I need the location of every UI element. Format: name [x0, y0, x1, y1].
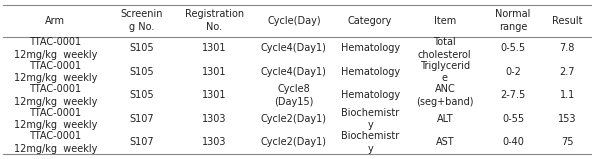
Text: Cycle2(Day1): Cycle2(Day1) — [261, 114, 327, 124]
Text: Category: Category — [348, 16, 392, 26]
Text: Screenin
g No.: Screenin g No. — [120, 10, 163, 32]
Text: Hematology: Hematology — [340, 90, 400, 100]
Text: 1303: 1303 — [202, 138, 226, 147]
Text: TTAC-0001
12mg/kg  weekly: TTAC-0001 12mg/kg weekly — [14, 108, 97, 130]
Text: Cycle4(Day1): Cycle4(Day1) — [261, 43, 327, 53]
Text: Biochemistr
y: Biochemistr y — [341, 131, 399, 154]
Text: 1301: 1301 — [202, 43, 226, 53]
Text: Cycle8
(Day15): Cycle8 (Day15) — [274, 84, 314, 107]
Text: Cycle2(Day1): Cycle2(Day1) — [261, 138, 327, 147]
Text: Arm: Arm — [45, 16, 65, 26]
Text: S107: S107 — [129, 114, 154, 124]
Text: TTAC-0001
12mg/kg  weekly: TTAC-0001 12mg/kg weekly — [14, 61, 97, 83]
Text: Result: Result — [552, 16, 583, 26]
Text: S107: S107 — [129, 138, 154, 147]
Text: 7.8: 7.8 — [560, 43, 575, 53]
Text: ANC
(seg+band): ANC (seg+band) — [416, 84, 473, 107]
Text: Hematology: Hematology — [340, 43, 400, 53]
Text: 0-55: 0-55 — [502, 114, 525, 124]
Text: Hematology: Hematology — [340, 67, 400, 77]
Text: S105: S105 — [129, 43, 154, 53]
Text: AST: AST — [435, 138, 454, 147]
Text: 2.7: 2.7 — [560, 67, 575, 77]
Text: 2-7.5: 2-7.5 — [501, 90, 526, 100]
Text: Cycle4(Day1): Cycle4(Day1) — [261, 67, 327, 77]
Text: TTAC-0001
12mg/kg  weekly: TTAC-0001 12mg/kg weekly — [14, 84, 97, 107]
Text: S105: S105 — [129, 90, 154, 100]
Text: Biochemistr
y: Biochemistr y — [341, 108, 399, 130]
Text: Item: Item — [434, 16, 456, 26]
Text: 1301: 1301 — [202, 67, 226, 77]
Text: 75: 75 — [561, 138, 573, 147]
Text: S105: S105 — [129, 67, 154, 77]
Text: TTAC-0001
12mg/kg  weekly: TTAC-0001 12mg/kg weekly — [14, 37, 97, 59]
Text: ALT: ALT — [437, 114, 453, 124]
Text: Cycle(Day): Cycle(Day) — [267, 16, 321, 26]
Text: 0-40: 0-40 — [502, 138, 524, 147]
Text: 1301: 1301 — [202, 90, 226, 100]
Text: Total
cholesterol: Total cholesterol — [418, 37, 472, 59]
Text: 0-5.5: 0-5.5 — [501, 43, 526, 53]
Text: TTAC-0001
12mg/kg  weekly: TTAC-0001 12mg/kg weekly — [14, 131, 97, 154]
Text: Registration
No.: Registration No. — [185, 10, 244, 32]
Text: 1.1: 1.1 — [560, 90, 575, 100]
Text: Triglycerid
e: Triglycerid e — [420, 61, 470, 83]
Text: 0-2: 0-2 — [505, 67, 521, 77]
Text: 153: 153 — [558, 114, 576, 124]
Text: 1303: 1303 — [202, 114, 226, 124]
Text: Normal
range: Normal range — [495, 10, 531, 32]
